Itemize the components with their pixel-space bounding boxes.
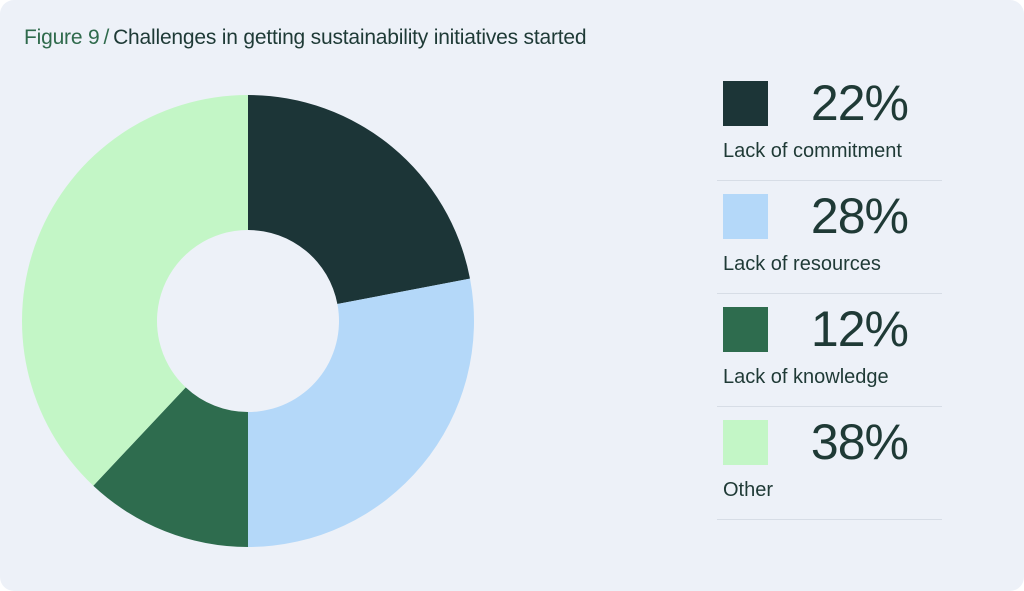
legend-item-resources: 28% Lack of resources xyxy=(717,181,942,294)
legend-item-knowledge: 12% Lack of knowledge xyxy=(717,294,942,407)
chart-title: Figure 9/Challenges in getting sustainab… xyxy=(24,26,587,50)
title-separator: / xyxy=(103,26,110,49)
title-text: Challenges in getting sustainability ini… xyxy=(113,26,587,49)
legend-value-commitment: 22% xyxy=(810,75,909,131)
donut-slice-resources xyxy=(248,278,474,547)
legend-swatch-other xyxy=(723,420,768,465)
legend-label-commitment: Lack of commitment xyxy=(723,140,902,162)
legend-value-other: 38% xyxy=(810,414,909,470)
legend-label-resources: Lack of resources xyxy=(723,253,881,275)
donut-slices xyxy=(21,94,474,547)
legend-swatch-resources xyxy=(723,194,768,239)
legend-swatch-knowledge xyxy=(723,307,768,352)
legend-value-knowledge: 12% xyxy=(810,301,909,357)
donut-slice-commitment xyxy=(248,95,470,304)
legend-item-commitment: 22% Lack of commitment xyxy=(717,68,942,181)
figure-number: Figure 9 xyxy=(24,26,100,49)
donut-slice-knowledge xyxy=(93,387,248,547)
legend-value-resources: 28% xyxy=(810,188,909,244)
legend-swatch-commitment xyxy=(723,81,768,126)
legend-label-other: Other xyxy=(723,479,774,501)
chart-legend: 22% Lack of commitment 28% Lack of resou… xyxy=(717,68,942,520)
donut-slice-other xyxy=(21,94,248,486)
legend-label-knowledge: Lack of knowledge xyxy=(723,366,889,388)
legend-item-other: 38% Other xyxy=(717,407,942,520)
